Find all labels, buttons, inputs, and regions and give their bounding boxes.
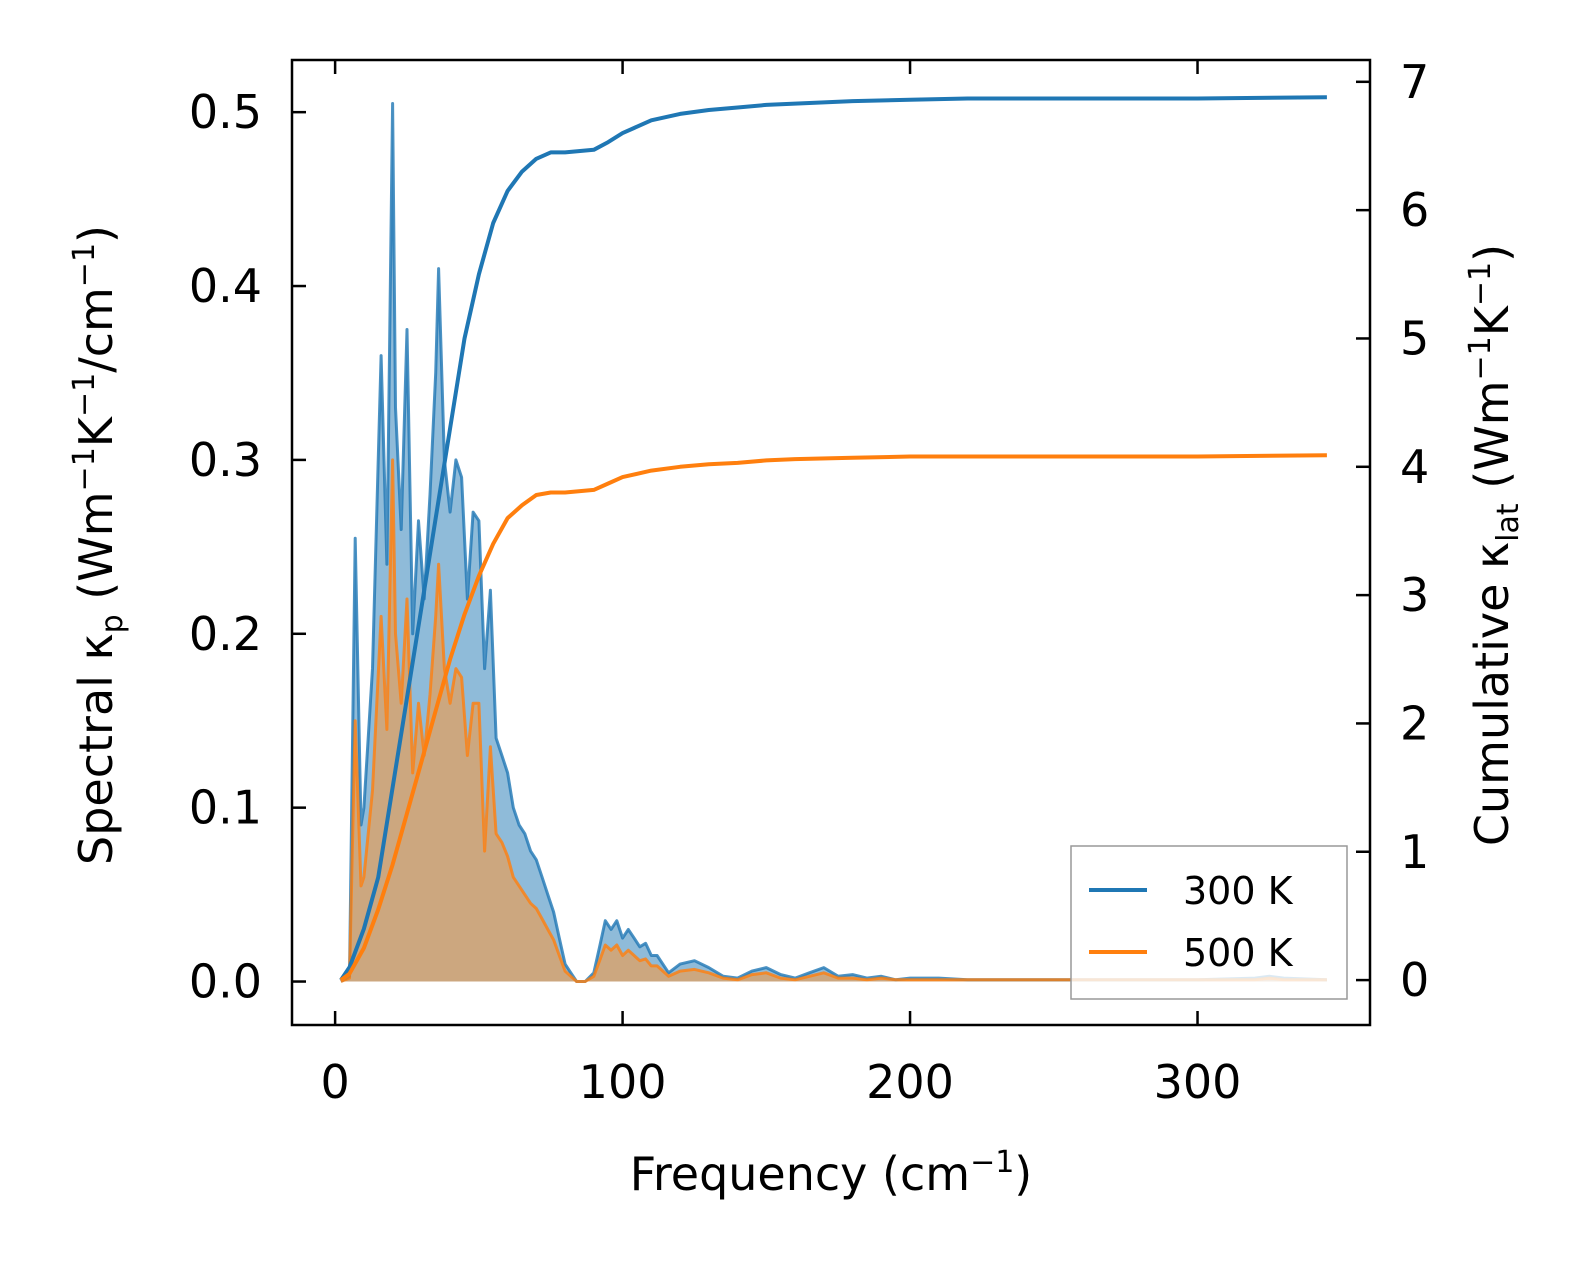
cumulative-line-300k [339, 95, 1327, 982]
y-axis-left-title: Spectral κp (Wm−1K−1/cm−1) [67, 225, 130, 865]
legend-box [1070, 845, 1348, 1000]
x-axis: 0 100 200 300 [320, 60, 1241, 1109]
plot-area [339, 95, 1327, 983]
legend: 300 K 500 K [1070, 845, 1348, 1000]
x-axis-title: Frequency (cm−1) [630, 1145, 1033, 1201]
x-tick-label: 300 [1154, 1055, 1242, 1109]
y-right-tick-label: 3 [1400, 568, 1429, 622]
series-lines [339, 95, 1327, 983]
y-right-tick-label: 4 [1400, 440, 1429, 494]
y-right-tick-label: 6 [1400, 183, 1429, 237]
y-left-tick-label: 0.3 [189, 433, 262, 487]
legend-label-500k: 500 K [1183, 931, 1294, 975]
y-left-tick-label: 0.1 [189, 781, 262, 835]
y-left-tick-label: 0.2 [189, 607, 262, 661]
x-tick-label: 200 [866, 1055, 954, 1109]
spectral-fills [340, 103, 1327, 982]
x-tick-label: 100 [579, 1055, 667, 1109]
y-right-tick-label: 7 [1400, 55, 1429, 109]
cumulative-line-500k [339, 453, 1327, 982]
y-axis-left: 0.0 0.1 0.2 0.3 0.4 0.5 [189, 85, 306, 1009]
y-right-tick-label: 5 [1400, 311, 1429, 365]
y-right-tick-label: 1 [1400, 825, 1429, 879]
y-left-tick-label: 0.0 [189, 955, 262, 1009]
y-right-tick-label: 2 [1400, 696, 1429, 750]
y-axis-right-title: Cumulative κlat (Wm−1K−1) [1463, 244, 1526, 846]
spectral-fill-500k [340, 459, 1327, 982]
spectral-line-500k [340, 458, 1327, 983]
y-left-tick-label: 0.4 [189, 259, 262, 313]
y-axis-right: 0 1 2 3 4 5 6 7 [1356, 55, 1429, 1007]
y-left-tick-label: 0.5 [189, 85, 262, 139]
x-tick-label: 0 [320, 1055, 349, 1109]
plot-frame [290, 58, 1372, 1027]
y-right-tick-label: 0 [1400, 953, 1429, 1007]
legend-label-300k: 300 K [1183, 869, 1294, 913]
